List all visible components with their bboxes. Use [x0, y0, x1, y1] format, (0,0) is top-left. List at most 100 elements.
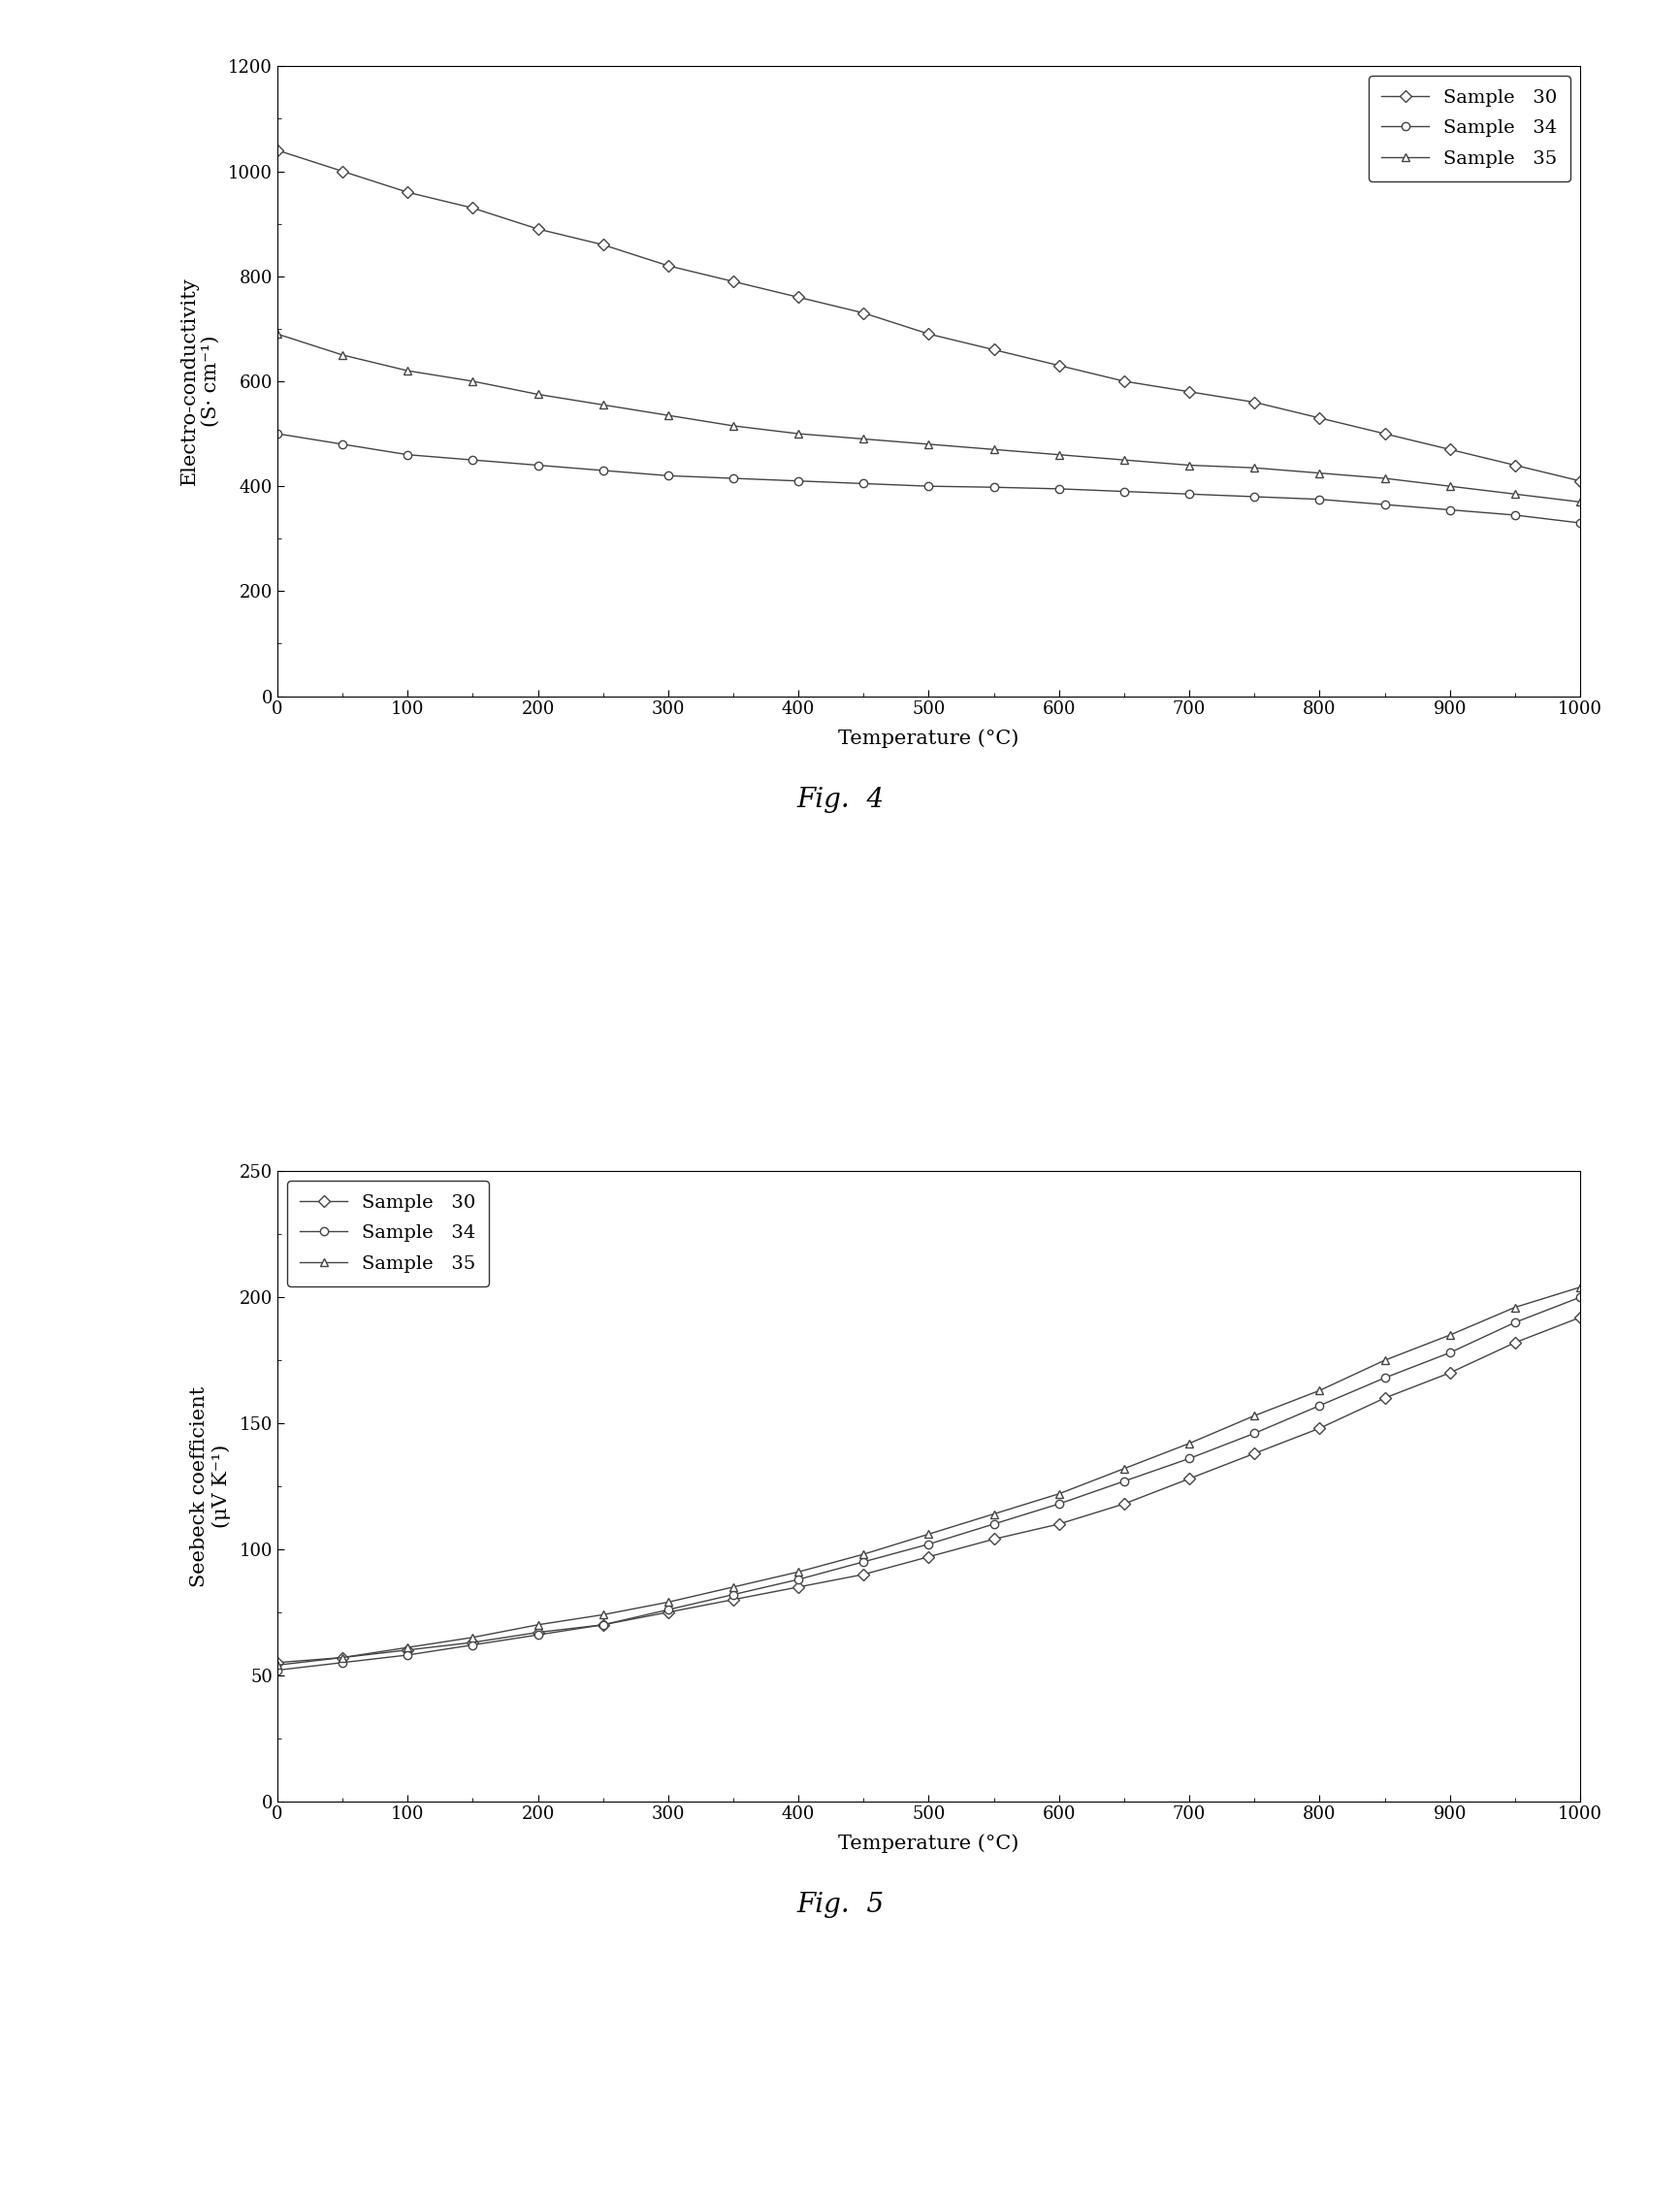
Sample   35	[919, 431, 939, 457]
Sample   34	[333, 431, 353, 457]
Sample   34	[788, 1567, 808, 1593]
Sample   34	[722, 464, 743, 491]
Sample   30	[528, 1620, 548, 1646]
Sample   34	[528, 1622, 548, 1649]
Sample   30	[659, 252, 679, 278]
Sample   35	[1048, 442, 1068, 469]
Sample   30	[722, 267, 743, 294]
Sample   34	[267, 420, 287, 446]
Sample   30	[1048, 1512, 1068, 1538]
Sample   35	[1114, 1456, 1134, 1483]
Sample   35	[1179, 1430, 1200, 1456]
Sample   34	[1243, 484, 1263, 511]
Sample   35	[1504, 482, 1524, 508]
Sample   35	[1374, 464, 1394, 491]
Sample   30	[1569, 1304, 1589, 1330]
Sample   30	[1243, 1441, 1263, 1467]
Sample   34	[1114, 1467, 1134, 1494]
Line: Sample   35: Sample 35	[274, 329, 1583, 506]
Sample   30	[1374, 420, 1394, 446]
Sample   34	[1438, 497, 1458, 524]
Sample   34	[722, 1582, 743, 1609]
Sample   34	[919, 1532, 939, 1558]
Sample   34	[1309, 1392, 1329, 1419]
X-axis label: Temperature (°C): Temperature (°C)	[838, 729, 1018, 749]
Sample   34	[983, 1512, 1003, 1538]
Sample   34	[1374, 1364, 1394, 1390]
Sample   35	[1048, 1481, 1068, 1507]
Sample   35	[1309, 460, 1329, 486]
Sample   30	[853, 301, 874, 327]
Sample   35	[267, 320, 287, 347]
Sample   30	[788, 285, 808, 312]
Sample   30	[1243, 389, 1263, 415]
Sample   30	[1048, 351, 1068, 378]
Sample   35	[853, 1540, 874, 1567]
Sample   30	[1309, 404, 1329, 431]
Sample   30	[1438, 1359, 1458, 1386]
Sample   34	[462, 446, 482, 473]
Sample   35	[1438, 1322, 1458, 1348]
Sample   35	[462, 367, 482, 393]
Sample   30	[1504, 453, 1524, 480]
Sample   35	[659, 1589, 679, 1616]
Sample   34	[659, 1596, 679, 1622]
Sample   35	[722, 1574, 743, 1600]
Sample   35	[398, 358, 418, 385]
Sample   30	[398, 179, 418, 206]
Sample   34	[1048, 475, 1068, 502]
Sample   35	[919, 1520, 939, 1547]
Sample   35	[267, 1651, 287, 1677]
Sample   34	[333, 1649, 353, 1675]
Sample   30	[593, 232, 613, 259]
Sample   30	[983, 336, 1003, 362]
Sample   30	[1114, 1490, 1134, 1516]
Sample   35	[398, 1633, 418, 1660]
Sample   30	[398, 1638, 418, 1664]
Sample   34	[659, 462, 679, 488]
Sample   35	[659, 402, 679, 429]
Sample   34	[398, 442, 418, 469]
Line: Sample   30: Sample 30	[274, 1313, 1583, 1666]
X-axis label: Temperature (°C): Temperature (°C)	[838, 1834, 1018, 1854]
Sample   30	[983, 1525, 1003, 1551]
Sample   35	[722, 413, 743, 440]
Sample   30	[1374, 1386, 1394, 1412]
Sample   35	[1569, 488, 1589, 515]
Sample   30	[1179, 378, 1200, 404]
Sample   34	[1569, 511, 1589, 537]
Sample   34	[1569, 1284, 1589, 1311]
Sample   30	[462, 194, 482, 221]
Text: Fig.  4: Fig. 4	[796, 787, 884, 813]
Sample   34	[267, 1658, 287, 1684]
Sample   30	[722, 1587, 743, 1613]
Sample   30	[333, 1644, 353, 1671]
Line: Sample   34: Sample 34	[274, 429, 1583, 526]
Sample   35	[1569, 1273, 1589, 1299]
Sample   35	[1114, 446, 1134, 473]
Sample   34	[1048, 1490, 1068, 1516]
Sample   34	[1179, 482, 1200, 508]
Sample   35	[593, 1602, 613, 1629]
Sample   35	[1374, 1348, 1394, 1375]
Sample   30	[1114, 367, 1134, 393]
Line: Sample   34: Sample 34	[274, 1293, 1583, 1675]
Sample   34	[528, 453, 548, 480]
Sample   30	[267, 1649, 287, 1675]
Y-axis label: Seebeck coefficient
(μV K⁻¹): Seebeck coefficient (μV K⁻¹)	[190, 1386, 230, 1587]
Sample   35	[593, 391, 613, 418]
Y-axis label: Electro-conductivity
(S· cm⁻¹): Electro-conductivity (S· cm⁻¹)	[180, 276, 220, 486]
Sample   30	[853, 1560, 874, 1587]
Sample   34	[1504, 502, 1524, 528]
Sample   30	[462, 1629, 482, 1655]
Sample   35	[333, 1644, 353, 1671]
Sample   34	[853, 1549, 874, 1576]
Sample   35	[462, 1624, 482, 1651]
Sample   30	[1504, 1330, 1524, 1357]
Sample   30	[333, 159, 353, 186]
Sample   34	[1179, 1445, 1200, 1472]
Legend: Sample   30, Sample   34, Sample   35: Sample 30, Sample 34, Sample 35	[287, 1180, 489, 1286]
Sample   35	[1243, 455, 1263, 482]
Sample   34	[398, 1642, 418, 1669]
Line: Sample   30: Sample 30	[274, 146, 1583, 484]
